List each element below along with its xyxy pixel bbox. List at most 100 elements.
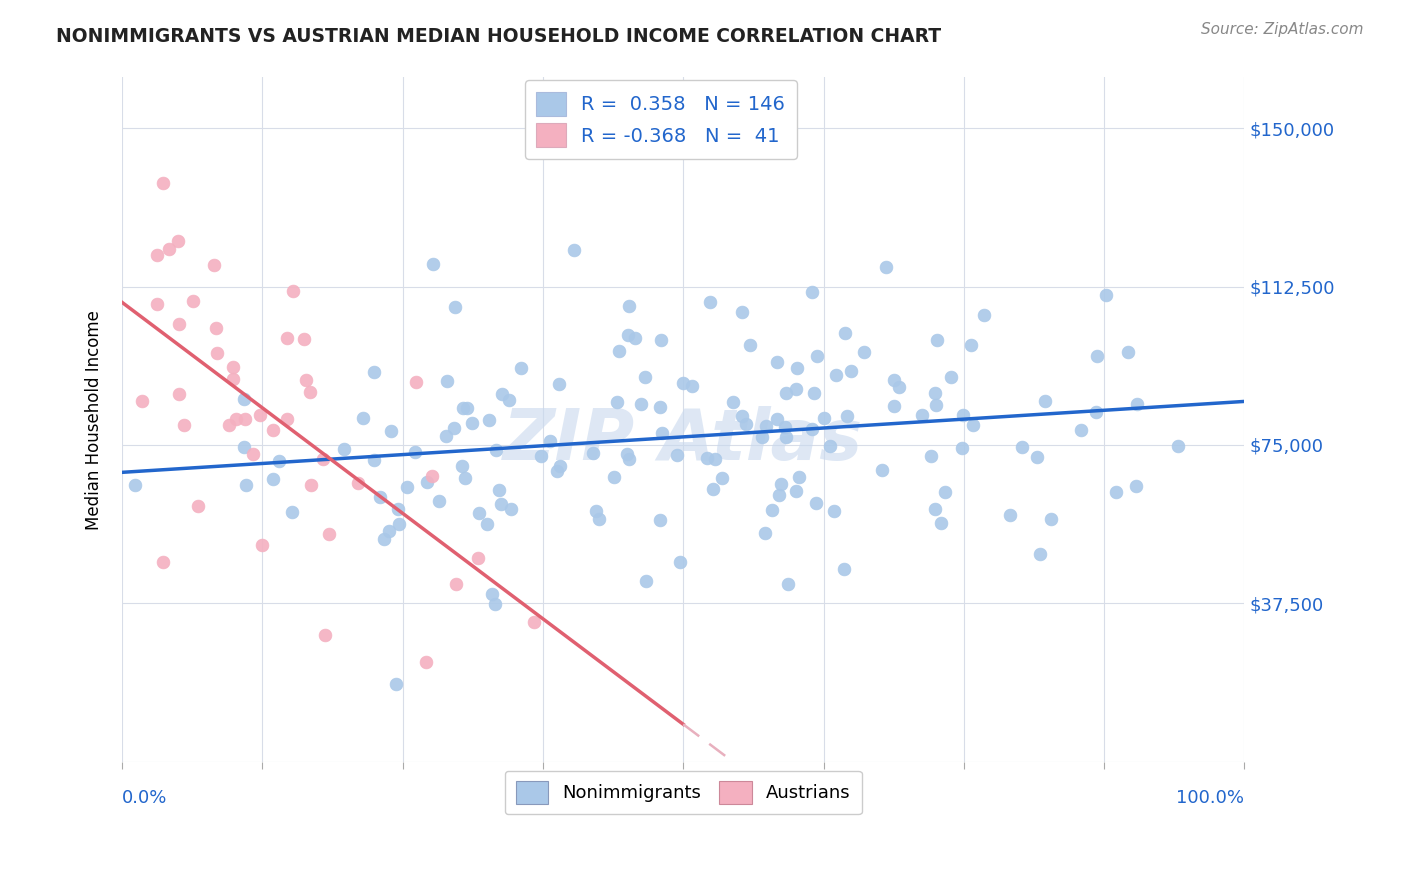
Point xyxy=(294,373,316,387)
Point xyxy=(1040,512,1063,526)
Point xyxy=(467,506,489,520)
Point xyxy=(775,386,797,401)
Point xyxy=(1085,349,1108,363)
Point xyxy=(973,308,995,322)
Point xyxy=(363,366,385,380)
Point xyxy=(803,385,825,400)
Point xyxy=(681,379,703,393)
Point xyxy=(235,478,257,492)
Point xyxy=(770,477,793,491)
Point xyxy=(924,501,946,516)
Point xyxy=(832,562,855,576)
Point xyxy=(768,488,790,502)
Point xyxy=(887,379,910,393)
Point xyxy=(314,628,336,642)
Point xyxy=(754,526,776,541)
Point xyxy=(262,424,284,438)
Point xyxy=(834,326,856,340)
Point xyxy=(1070,423,1092,437)
Point xyxy=(467,550,489,565)
Point xyxy=(786,360,808,375)
Point xyxy=(785,382,807,396)
Point xyxy=(755,418,778,433)
Point xyxy=(368,490,391,504)
Point xyxy=(648,400,671,414)
Point xyxy=(491,386,513,401)
Point xyxy=(1105,484,1128,499)
Point xyxy=(711,471,734,485)
Point xyxy=(730,305,752,319)
Point xyxy=(488,483,510,497)
Point xyxy=(1094,288,1116,302)
Point xyxy=(443,420,465,434)
Point xyxy=(167,387,190,401)
Text: ZIP Atlas: ZIP Atlas xyxy=(503,406,863,475)
Point xyxy=(498,392,520,407)
Point xyxy=(588,512,610,526)
Point xyxy=(384,677,406,691)
Point xyxy=(124,477,146,491)
Point xyxy=(481,587,503,601)
Point xyxy=(377,524,399,538)
Point xyxy=(387,501,409,516)
Point xyxy=(617,328,640,343)
Point xyxy=(416,475,439,489)
Point xyxy=(388,517,411,532)
Point xyxy=(818,439,841,453)
Text: 0.0%: 0.0% xyxy=(122,789,167,807)
Point xyxy=(436,374,458,388)
Point xyxy=(152,177,174,191)
Point xyxy=(630,397,652,411)
Point xyxy=(761,503,783,517)
Point xyxy=(651,425,673,440)
Y-axis label: Median Household Income: Median Household Income xyxy=(86,310,103,530)
Point xyxy=(931,516,953,531)
Point xyxy=(870,463,893,477)
Point xyxy=(952,441,974,455)
Point xyxy=(250,538,273,552)
Point xyxy=(363,452,385,467)
Point xyxy=(735,417,758,431)
Point xyxy=(484,597,506,611)
Point xyxy=(730,409,752,424)
Point xyxy=(648,513,671,527)
Point xyxy=(485,442,508,457)
Point xyxy=(751,430,773,444)
Point xyxy=(1167,439,1189,453)
Point xyxy=(776,577,799,591)
Point xyxy=(318,527,340,541)
Point xyxy=(450,459,472,474)
Point xyxy=(434,429,457,443)
Point xyxy=(249,408,271,422)
Point xyxy=(233,392,256,406)
Point xyxy=(835,409,858,423)
Point xyxy=(475,516,498,531)
Point xyxy=(924,386,946,401)
Point xyxy=(824,368,846,382)
Point xyxy=(666,448,689,462)
Point xyxy=(650,333,672,347)
Point xyxy=(883,373,905,387)
Point xyxy=(1011,441,1033,455)
Point xyxy=(787,470,810,484)
Point xyxy=(181,293,204,308)
Point xyxy=(333,442,356,456)
Point xyxy=(281,284,304,298)
Point xyxy=(738,338,761,352)
Point xyxy=(785,483,807,498)
Point xyxy=(444,577,467,591)
Point xyxy=(546,464,568,478)
Point xyxy=(582,446,605,460)
Point xyxy=(146,248,169,262)
Point xyxy=(548,376,571,391)
Point xyxy=(927,333,949,347)
Point xyxy=(281,505,304,519)
Point xyxy=(617,452,640,467)
Point xyxy=(167,318,190,332)
Point xyxy=(934,485,956,500)
Point xyxy=(603,470,626,484)
Point xyxy=(823,504,845,518)
Point xyxy=(489,497,512,511)
Point xyxy=(233,440,256,454)
Point xyxy=(233,411,256,425)
